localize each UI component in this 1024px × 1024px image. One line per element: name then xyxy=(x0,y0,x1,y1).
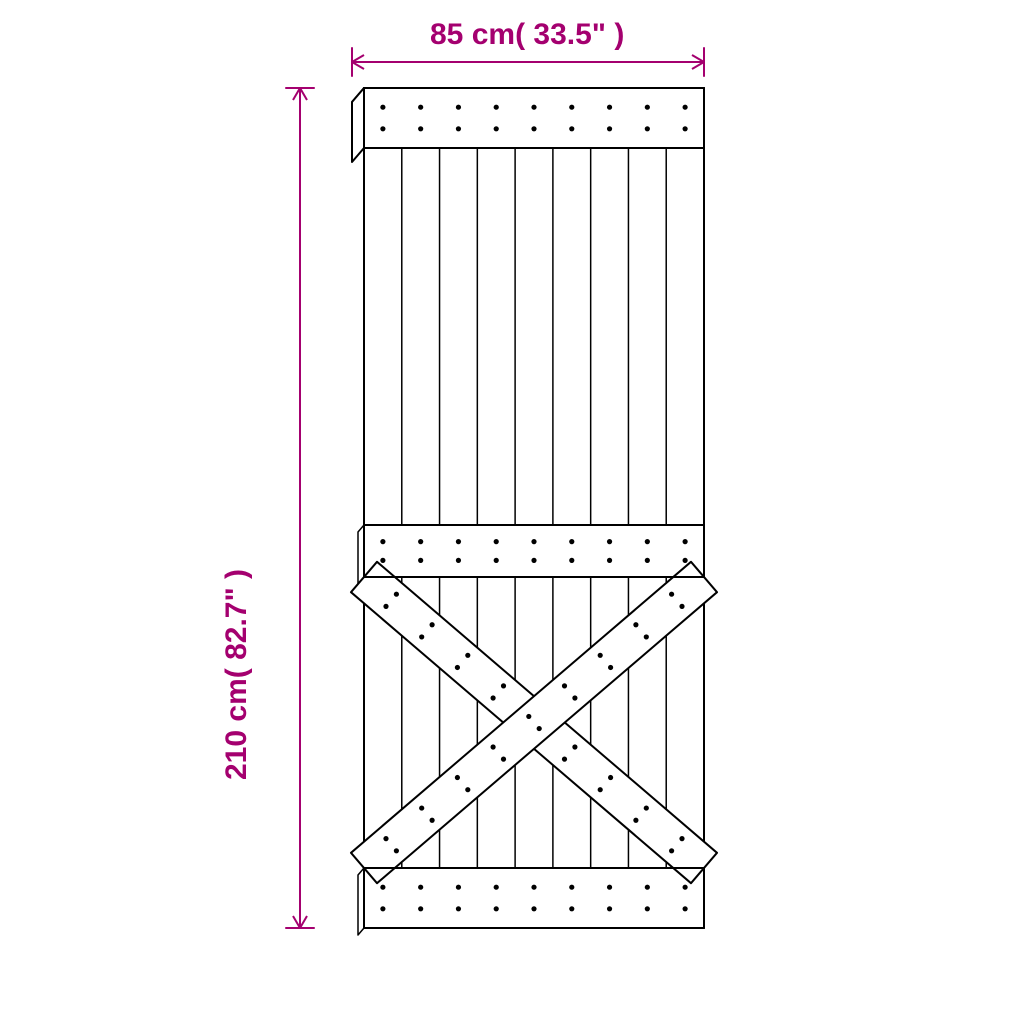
door-diagram xyxy=(0,0,1024,1024)
width-dimension-label: 85 cm( 33.5" ) xyxy=(430,18,624,52)
height-dimension-label: 210 cm( 82.7" ) xyxy=(220,569,254,780)
